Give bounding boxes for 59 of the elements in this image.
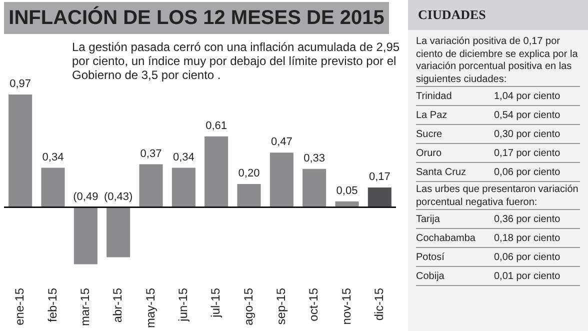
category-label: Cochabamba	[416, 232, 476, 244]
category-label: La Paz	[416, 110, 448, 120]
text: 0,18 por ciento	[494, 232, 560, 244]
text: 1,04 por ciento	[494, 90, 560, 102]
bar	[8, 94, 32, 206]
data-label: 0,20	[238, 168, 260, 180]
x-tick-label: jul-15	[208, 288, 223, 318]
x-tick-label: mar-15	[78, 288, 92, 326]
category-label: Cobija	[416, 270, 446, 282]
text: 0,01 por ciento	[494, 270, 560, 282]
x-tick-label: feb-15	[45, 288, 60, 322]
category-label: Potosí	[416, 252, 446, 262]
data-label: 0,34	[42, 151, 64, 164]
x-tick-label: nov-15	[339, 288, 354, 325]
text: CIUDADES	[408, 0, 588, 30]
bar	[172, 168, 196, 206]
data-label: 0,61	[206, 120, 228, 132]
bar	[237, 184, 261, 206]
text: 0,17 por ciento	[494, 148, 560, 158]
text: La variación positiva de 0,17 por ciento de diciembre se explica por la variación porcentual positiva en las siguientes ciudades:	[416, 36, 580, 87]
x-tick-label: jun-15	[176, 288, 190, 322]
chart-subtitle: La gestión pasada cerró con una inflación acumulada de 2,95 por ciento, un índice muy por debajo del límite previsto por el Gobierno de 3,5 por ciento .	[72, 40, 401, 82]
x-tick-label: ago-15	[241, 288, 256, 326]
chart-title: INFLACIÓN DE LOS 12 MESES DE 2015	[4, 2, 389, 34]
x-tick-label: abr-15	[110, 288, 125, 323]
bar	[335, 201, 359, 206]
data-label: 0,05	[336, 184, 358, 197]
category-label: Tarija	[416, 214, 441, 224]
bar	[270, 152, 294, 206]
data-label: 0,97	[10, 78, 32, 90]
bar	[41, 168, 65, 206]
x-tick-label: sep-15	[274, 288, 288, 325]
category-label: Santa Cruz	[416, 166, 468, 178]
bar	[106, 208, 130, 258]
category-label: Sucre	[416, 128, 444, 140]
data-label: (0,49	[73, 190, 98, 203]
text: 0,30 por ciento	[494, 128, 560, 140]
text: 0,54 por ciento	[494, 110, 560, 120]
x-tick-label: ene-15	[12, 288, 27, 326]
data-label: 0,33	[304, 152, 326, 164]
data-label: (0,43)	[104, 190, 133, 203]
x-tick-label: may-15	[143, 288, 158, 328]
text: Las urbes que presentaron variación porcentual negativa fueron:	[416, 184, 580, 210]
data-label: 0,37	[140, 148, 162, 160]
bar	[139, 164, 163, 206]
data-label: 0,47	[270, 136, 292, 148]
bar	[204, 136, 228, 206]
data-label: 0,17	[368, 171, 390, 184]
text: 0,06 por ciento	[494, 166, 560, 178]
category-label: Trinidad	[416, 90, 453, 102]
data-label: 0,34	[172, 151, 194, 164]
category-label: Oruro	[416, 148, 443, 158]
bar	[74, 208, 98, 264]
x-tick-label: dic-15	[372, 288, 386, 321]
bar	[302, 168, 326, 206]
text: 0,06 por ciento	[494, 252, 560, 262]
bar	[368, 187, 392, 206]
text: 0,36 por ciento	[494, 214, 560, 224]
x-tick-label: oct-15	[306, 288, 321, 322]
